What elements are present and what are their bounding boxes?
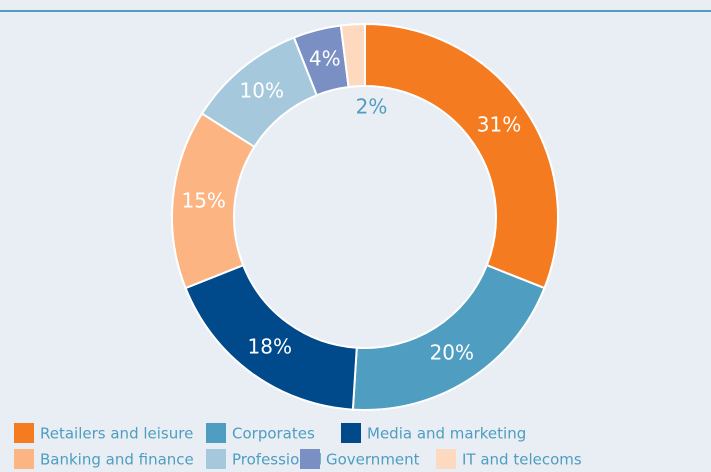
- legend-label: Government: [326, 451, 420, 469]
- legend-swatch: [300, 449, 320, 469]
- legend-swatch: [341, 423, 361, 443]
- legend-swatch: [206, 423, 226, 443]
- value-label: 18%: [248, 335, 292, 359]
- legend-swatch: [14, 449, 34, 469]
- legend-label: Retailers and leisure: [40, 425, 193, 443]
- legend-label: Corporates: [232, 425, 315, 443]
- legend-label: Media and marketing: [367, 425, 526, 443]
- value-label: 10%: [240, 79, 284, 103]
- value-label: 31%: [477, 112, 521, 136]
- legend-swatch: [206, 449, 226, 469]
- legend-label: Banking and finance: [40, 451, 194, 469]
- legend-label: IT and telecoms: [462, 451, 582, 469]
- value-label: 15%: [181, 188, 225, 212]
- value-label: 2%: [356, 95, 388, 119]
- value-label: 20%: [430, 340, 474, 364]
- donut-segment: [339, 22, 366, 89]
- legend-swatch: [436, 449, 456, 469]
- value-label: 4%: [309, 47, 341, 71]
- legend-label: Professional: [232, 451, 322, 469]
- legend-swatch: [14, 423, 34, 443]
- donut-segment: [364, 22, 559, 290]
